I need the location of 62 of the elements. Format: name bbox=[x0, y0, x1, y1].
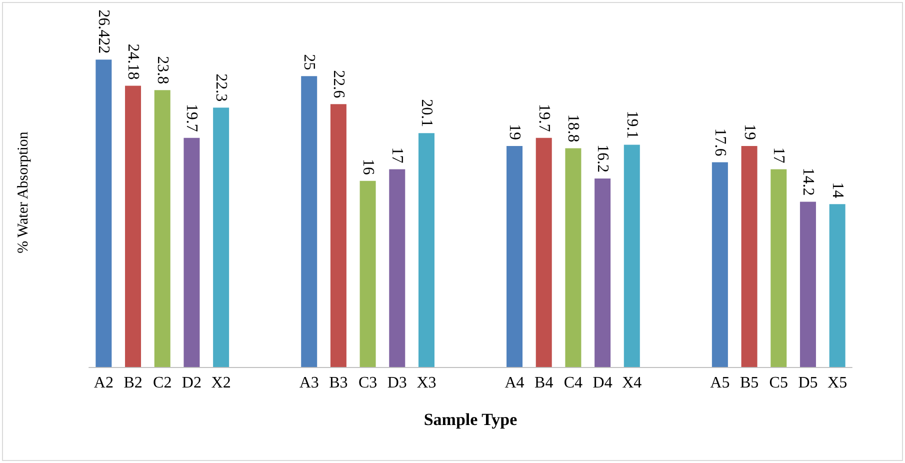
x-tick-label: X2 bbox=[211, 374, 231, 392]
bar bbox=[506, 146, 523, 367]
x-tick-label: A5 bbox=[710, 374, 730, 392]
x-axis-title: Sample Type bbox=[424, 410, 518, 429]
data-label: 19.7 bbox=[535, 104, 552, 132]
bar bbox=[389, 169, 406, 367]
data-label: 17 bbox=[770, 147, 788, 164]
data-label: 22.6 bbox=[330, 70, 347, 98]
data-label: 17 bbox=[388, 147, 406, 164]
bar bbox=[624, 144, 640, 367]
data-label: 16 bbox=[359, 158, 376, 175]
bar bbox=[301, 76, 318, 367]
data-label: 23.8 bbox=[154, 56, 171, 84]
x-tick-label: C2 bbox=[153, 374, 172, 392]
data-label: 18.8 bbox=[564, 114, 582, 142]
y-axis-title: % Water Absorption bbox=[16, 131, 32, 254]
data-label: 17.6 bbox=[711, 128, 728, 156]
x-tick-label: C5 bbox=[769, 374, 788, 392]
x-tick-label: A4 bbox=[504, 374, 524, 392]
data-label: 19.1 bbox=[623, 110, 640, 139]
x-tick-label: B3 bbox=[329, 374, 348, 392]
data-label: 19 bbox=[506, 124, 524, 140]
x-tick-label: C3 bbox=[358, 374, 378, 392]
data-label: 14 bbox=[828, 182, 846, 198]
x-tick-label: C4 bbox=[564, 374, 583, 392]
x-tick-label: D3 bbox=[387, 374, 407, 392]
data-label: 26.422 bbox=[95, 10, 112, 54]
bar bbox=[213, 108, 230, 367]
data-label: 14.2 bbox=[799, 168, 816, 196]
bar bbox=[712, 162, 728, 367]
data-label: 25 bbox=[300, 54, 318, 70]
bar bbox=[770, 169, 787, 367]
bar bbox=[360, 180, 376, 367]
x-tick-label: D5 bbox=[798, 374, 818, 392]
data-label: 24.18 bbox=[124, 44, 142, 80]
x-tick-label: D4 bbox=[592, 374, 612, 392]
bar bbox=[154, 90, 170, 367]
x-tick-label: B2 bbox=[124, 374, 142, 392]
bar bbox=[829, 204, 846, 367]
bar bbox=[418, 133, 434, 367]
x-tick-label: X4 bbox=[622, 374, 642, 392]
bar bbox=[330, 104, 346, 367]
bar bbox=[741, 146, 758, 367]
x-tick-label: B4 bbox=[534, 374, 554, 392]
bar bbox=[125, 86, 142, 367]
data-label: 19 bbox=[740, 124, 758, 140]
bar bbox=[565, 148, 582, 367]
bar bbox=[96, 60, 112, 367]
x-tick-label: D2 bbox=[182, 374, 202, 392]
x-tick-label: X5 bbox=[828, 374, 848, 392]
data-label: 22.3 bbox=[212, 74, 230, 102]
bar bbox=[536, 138, 552, 367]
x-tick-label: B5 bbox=[740, 374, 759, 392]
bar bbox=[184, 138, 200, 367]
x-tick-label: A2 bbox=[94, 374, 114, 392]
x-tick-label: A3 bbox=[299, 374, 319, 392]
bar bbox=[800, 202, 816, 367]
data-label: 19.7 bbox=[183, 104, 200, 132]
x-tick-label: X3 bbox=[416, 374, 436, 392]
data-label: 20.1 bbox=[418, 99, 435, 128]
bar bbox=[594, 178, 611, 367]
data-label: 16.2 bbox=[594, 144, 612, 173]
